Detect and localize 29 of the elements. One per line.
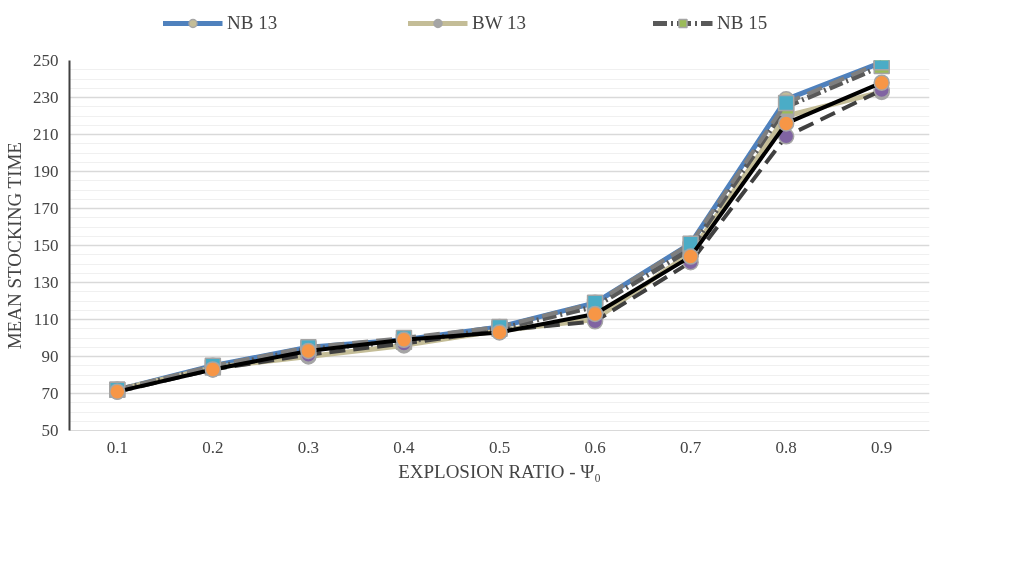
y-tick-label: 210 — [33, 125, 59, 144]
x-tick-label: 0.9 — [871, 437, 893, 457]
point — [873, 74, 890, 91]
x-tick-label: 0.4 — [393, 437, 416, 457]
x-tick-label: 0.8 — [775, 437, 797, 457]
y-tick-label: 250 — [33, 51, 59, 70]
y-tick-label: 130 — [33, 273, 59, 292]
legend-label: BW 13 — [472, 11, 527, 34]
x-tick-label: 0.3 — [297, 437, 320, 457]
point — [586, 305, 604, 323]
y-tick-label: 90 — [41, 347, 59, 366]
y-tick-label: 70 — [41, 384, 59, 403]
point — [682, 248, 699, 265]
y-tick-label: 110 — [33, 310, 59, 329]
y-tick-label: 150 — [33, 236, 59, 255]
legend-label: NB 15 — [717, 11, 769, 34]
x-tick-label: 0.5 — [488, 437, 511, 457]
y-tick-label: 50 — [41, 421, 59, 440]
y-tick-label: 190 — [33, 162, 59, 181]
x-axis-title: EXPLOSION RATIO - Ψ₀ — [398, 460, 601, 482]
x-tick-label: 0.6 — [584, 437, 606, 457]
point — [777, 94, 795, 112]
x-tick-label: 0.2 — [202, 437, 224, 457]
y-axis-title: MEAN STOCKING TIME — [4, 142, 25, 350]
legend-label: NB 13 — [227, 11, 279, 34]
x-tick-label: 0.1 — [106, 437, 128, 457]
y-tick-label: 170 — [33, 199, 59, 218]
x-tick-label: 0.7 — [679, 437, 702, 457]
y-tick-label: 230 — [33, 88, 59, 107]
